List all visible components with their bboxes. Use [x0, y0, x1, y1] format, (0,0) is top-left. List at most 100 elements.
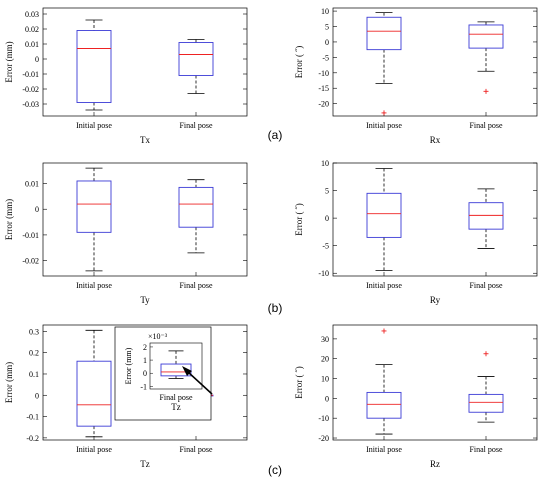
y-tick-label: 0	[325, 394, 329, 403]
y-tick-label: 5	[325, 23, 329, 32]
y-axis-label: Error ( ˝)	[294, 366, 304, 398]
inset-y-tick-label: 2	[143, 343, 147, 352]
y-tick-label: -0.02	[22, 257, 39, 266]
y-tick-label: -20	[318, 100, 329, 109]
y-axis-label: Error (mm)	[4, 199, 14, 240]
box-initial-outlier	[381, 328, 387, 334]
box-initial-box	[76, 360, 112, 427]
box-initial-box	[366, 16, 402, 51]
plot-area	[332, 324, 538, 441]
x-tick-label: Initial pose	[366, 121, 402, 130]
panel-label-c: (c)	[268, 463, 282, 477]
box-final-box	[178, 42, 214, 76]
inset-y-tick-label: -1	[140, 382, 147, 391]
y-tick-label: -10	[318, 414, 329, 423]
inset-y-tick-label: 1	[143, 356, 147, 365]
y-tick-label: -0.1	[26, 413, 39, 422]
x-axis-label: Tz	[140, 459, 150, 469]
box-final-box	[468, 202, 504, 230]
x-tick-label: Final pose	[469, 445, 503, 454]
box-initial-box	[76, 180, 112, 233]
x-axis-label: Tx	[140, 135, 150, 145]
y-axis-label: Error ( ˝)	[294, 203, 304, 235]
plot-area	[332, 7, 538, 117]
y-tick-label: -0.01	[22, 231, 39, 240]
y-tick-label: 0	[35, 391, 39, 400]
box-final-outlier	[483, 351, 489, 357]
y-tick-label: 0	[325, 214, 329, 223]
y-tick-label: 0.3	[29, 327, 39, 336]
inset-box-box	[160, 363, 192, 377]
x-tick-label: Initial pose	[76, 281, 112, 290]
x-tick-label: Final pose	[469, 281, 503, 290]
y-tick-label: 10	[321, 7, 329, 16]
arrow-head	[182, 366, 192, 376]
y-tick-label: -0.01	[22, 70, 39, 79]
inset-x-tick-label: Final pose	[159, 393, 193, 402]
box-initial-outlier	[381, 110, 387, 116]
inset-y-axis-label: Error (mm)	[124, 347, 133, 384]
y-axis-label: Error ( ˝)	[294, 46, 304, 78]
box-initial-box	[366, 391, 402, 419]
x-axis-label: Ty	[140, 295, 150, 305]
y-tick-label: 0.02	[25, 25, 39, 34]
y-tick-label: -0.2	[26, 434, 39, 443]
y-tick-label: 30	[321, 335, 329, 344]
y-tick-label: 5	[325, 187, 329, 196]
y-tick-label: 0.03	[25, 10, 39, 19]
chart-ry: 10 5 0 -5 -10 Initial pose Final pose Ry Error (…	[294, 159, 538, 305]
inset-exponent: ×10⁻³	[148, 332, 168, 341]
x-axis-label: Rz	[430, 459, 440, 469]
y-tick-label: -10	[318, 69, 329, 78]
plot-area	[332, 162, 538, 277]
chart-rz: 30 20 10 0 -10 -20 Initial pose Final pose Rz Err…	[294, 324, 538, 469]
y-tick-label: -20	[318, 434, 329, 443]
y-axis-label: Error (mm)	[4, 362, 14, 403]
x-axis-label: Ry	[430, 295, 441, 305]
inset-x-axis-label: Tz	[171, 402, 181, 412]
box-initial-box	[76, 30, 112, 103]
y-axis-label: Error (mm)	[4, 41, 14, 82]
x-tick-label: Initial pose	[366, 445, 402, 454]
inset-y-tick-label: 0	[143, 369, 147, 378]
y-tick-label: 20	[321, 355, 329, 364]
chart-ty: 0.01 0 -0.01 -0.02 Initial pose Final pose Ty E…	[4, 162, 248, 305]
x-tick-label: Final pose	[179, 281, 213, 290]
y-tick-label: 10	[321, 375, 329, 384]
y-tick-label: 0.01	[25, 40, 39, 49]
plot-area	[42, 7, 248, 117]
box-final-outlier	[483, 88, 489, 94]
plot-area	[42, 162, 248, 277]
box-final-box	[468, 393, 504, 413]
y-tick-label: 0.1	[29, 370, 39, 379]
y-tick-label: -15	[318, 84, 329, 93]
x-axis-label: Rx	[430, 135, 441, 145]
y-tick-label: 0	[35, 205, 39, 214]
panel-label-b: (b)	[268, 301, 283, 315]
x-tick-label: Final pose	[469, 121, 503, 130]
box-initial-box	[366, 192, 402, 238]
y-tick-label: 0.2	[29, 349, 39, 358]
y-tick-label: 0	[35, 55, 39, 64]
chart-rx: 10 5 0 -5 -10 -15 -20 Initial pose Final pose Rx E…	[294, 7, 538, 145]
x-tick-label: Final pose	[179, 445, 213, 454]
y-tick-label: -0.03	[22, 100, 39, 109]
arrow-shaft	[187, 371, 213, 395]
y-tick-label: -5	[322, 242, 329, 251]
y-tick-label: -5	[322, 53, 329, 62]
x-tick-label: Final pose	[179, 121, 213, 130]
y-tick-label: 0.01	[25, 180, 39, 189]
x-tick-label: Initial pose	[366, 281, 402, 290]
x-tick-label: Initial pose	[76, 445, 112, 454]
panel-label-a: (a)	[268, 128, 283, 142]
inset-plot-area	[149, 342, 203, 390]
box-final-box	[178, 186, 214, 228]
y-tick-label: 0	[325, 38, 329, 47]
y-tick-label: -10	[318, 269, 329, 278]
chart-tx: 0.03 0.02 0.01 0 -0.01 -0.02 -0.03 Initial pose…	[4, 7, 248, 145]
y-tick-label: 10	[321, 159, 329, 168]
inset-arrow	[182, 366, 213, 395]
y-tick-label: -0.02	[22, 85, 39, 94]
